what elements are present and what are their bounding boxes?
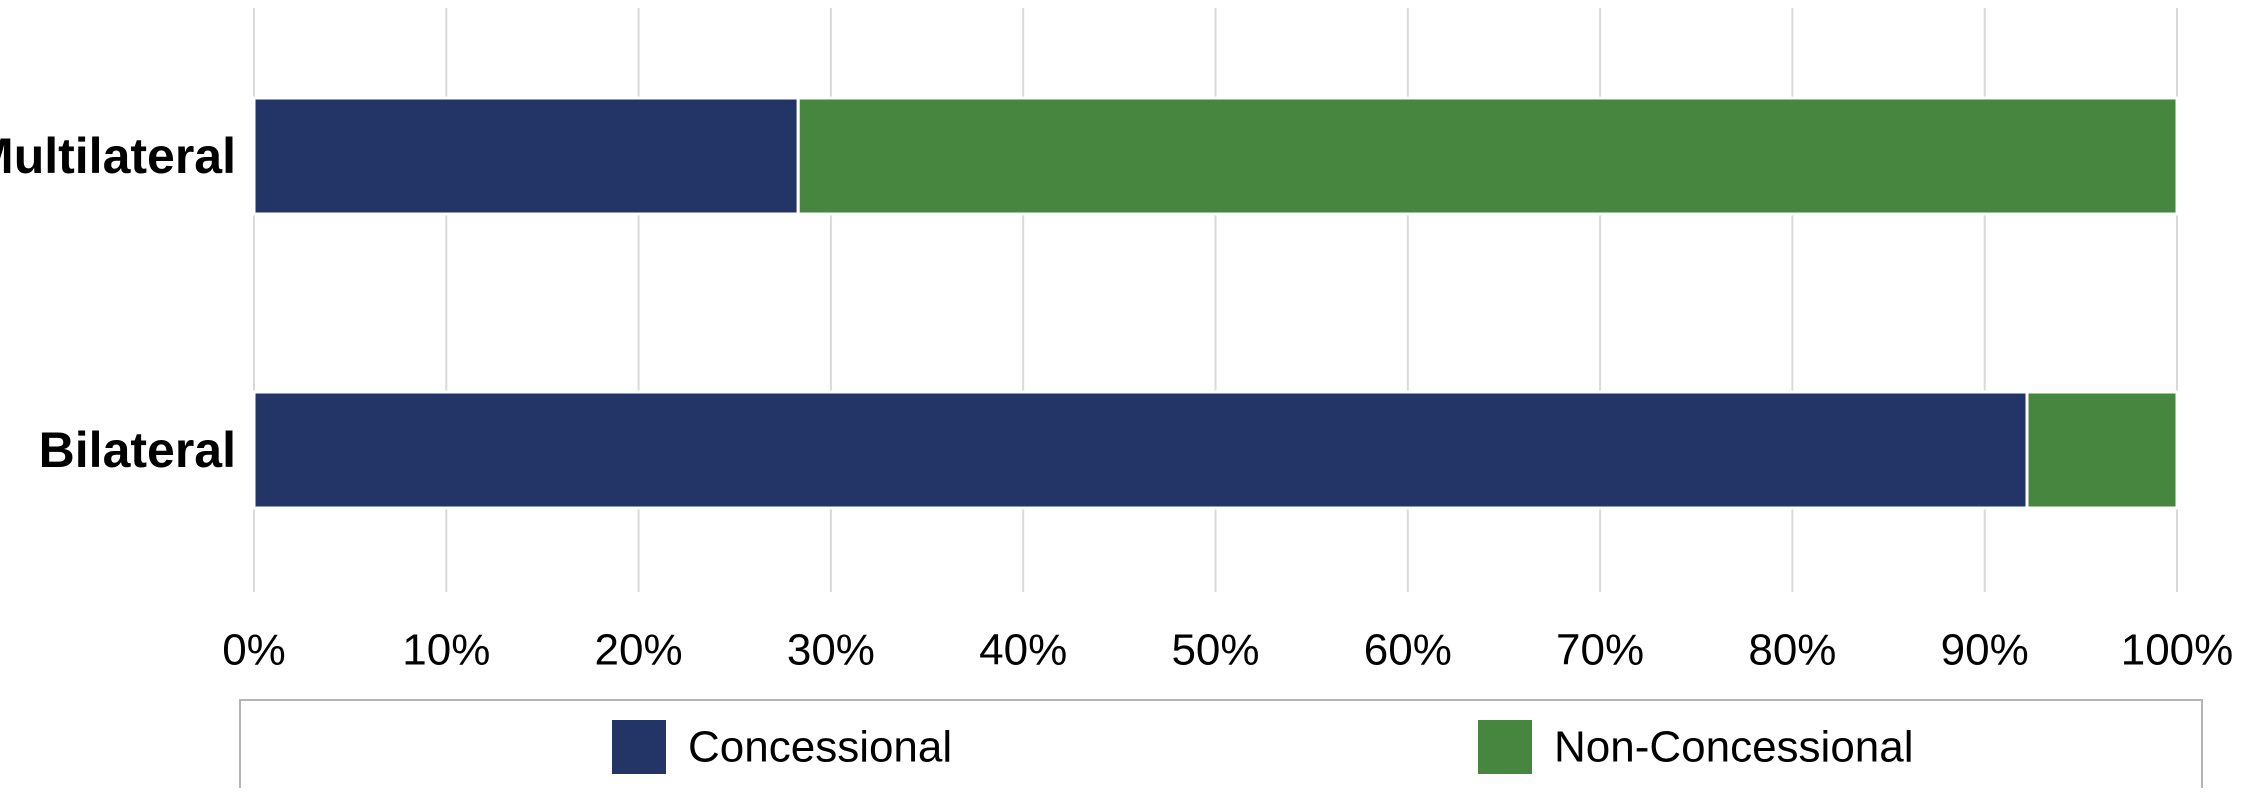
legend-frame <box>239 699 2203 793</box>
legend: Concessional Non-Concessional <box>239 699 2203 793</box>
x-tick-label: 0% <box>222 626 286 675</box>
legend-label: Concessional <box>688 723 952 772</box>
x-tick-label: 80% <box>1748 626 1836 675</box>
x-tick-label: 100% <box>2121 626 2234 675</box>
x-tick-label: 90% <box>1941 626 2029 675</box>
legend-swatch <box>1478 720 1532 774</box>
category-labels: Multilateral Bilateral <box>0 128 236 478</box>
x-tick-label: 70% <box>1556 626 1644 675</box>
x-tick-label: 30% <box>787 626 875 675</box>
bar-segment-bilateral-non-concessional <box>2025 390 2179 510</box>
x-tick-label: 20% <box>595 626 683 675</box>
bar-segment-bilateral-concessional <box>252 390 2029 510</box>
x-tick-label: 50% <box>1171 626 1259 675</box>
x-tick-label: 60% <box>1364 626 1452 675</box>
bar-segment-multilateral-non-concessional <box>796 96 2179 216</box>
legend-label: Non-Concessional <box>1554 723 1914 772</box>
bar-segment-multilateral-concessional <box>252 96 800 216</box>
x-tick-label: 10% <box>402 626 490 675</box>
x-axis-ticks: 0% 10% 20% 30% 40% 50% 60% 70% 80% 90% 100% <box>222 626 2233 675</box>
category-label: Bilateral <box>39 422 236 478</box>
category-label: Multilateral <box>0 128 236 184</box>
legend-swatch <box>612 720 666 774</box>
x-tick-label: 40% <box>979 626 1067 675</box>
bars <box>252 96 2179 510</box>
